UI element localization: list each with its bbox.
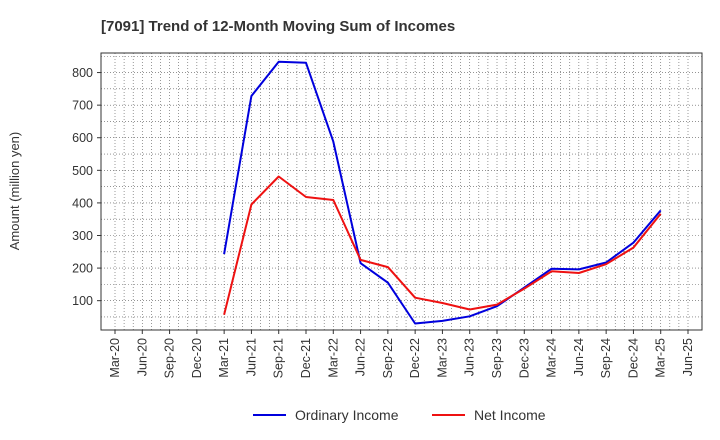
x-tick-label: Jun-24 bbox=[572, 338, 586, 376]
series-line-0 bbox=[223, 60, 662, 325]
x-tick-label: Dec-24 bbox=[626, 338, 640, 378]
x-tick-label: Sep-23 bbox=[490, 338, 504, 378]
y-tick-label: 100 bbox=[72, 294, 93, 308]
x-tick-label: Dec-23 bbox=[517, 338, 531, 378]
x-tick-label: Mar-23 bbox=[435, 338, 449, 378]
series-line-1 bbox=[223, 175, 662, 315]
y-tick-label: 200 bbox=[72, 262, 93, 276]
x-tick-label: Sep-21 bbox=[272, 338, 286, 378]
chart-title: [7091] Trend of 12-Month Moving Sum of I… bbox=[101, 18, 455, 35]
grid bbox=[101, 53, 702, 330]
y-tick-label: 400 bbox=[72, 196, 93, 210]
y-axis-ticks: 100 200 300 400 500 600 700 800 bbox=[72, 66, 101, 308]
x-tick-label: Sep-22 bbox=[381, 338, 395, 378]
x-tick-label: Jun-21 bbox=[244, 338, 258, 376]
y-axis-label: Amount (million yen) bbox=[7, 132, 22, 251]
y-tick-label: 700 bbox=[72, 99, 93, 113]
legend: Ordinary Income Net Income bbox=[253, 407, 546, 423]
x-tick-label: Jun-20 bbox=[135, 338, 149, 376]
y-tick-label: 300 bbox=[72, 229, 93, 243]
x-tick-label: Mar-25 bbox=[654, 338, 668, 378]
x-tick-label: Dec-21 bbox=[299, 338, 313, 378]
legend-label-1: Net Income bbox=[474, 407, 546, 423]
x-tick-label: Jun-23 bbox=[463, 338, 477, 376]
x-tick-label: Mar-22 bbox=[326, 338, 340, 378]
x-tick-label: Mar-21 bbox=[217, 338, 231, 378]
y-tick-label: 500 bbox=[72, 164, 93, 178]
y-tick-label: 600 bbox=[72, 131, 93, 145]
x-tick-label: Jun-25 bbox=[681, 338, 695, 376]
plot-frame bbox=[100, 52, 703, 331]
x-tick-label: Dec-20 bbox=[190, 338, 204, 378]
legend-label-0: Ordinary Income bbox=[295, 407, 399, 423]
x-tick-label: Dec-22 bbox=[408, 338, 422, 378]
series-lines bbox=[223, 60, 662, 325]
x-tick-label: Mar-20 bbox=[108, 338, 122, 378]
x-tick-label: Jun-22 bbox=[354, 338, 368, 376]
x-tick-label: Sep-20 bbox=[163, 338, 177, 378]
x-axis-ticks: Mar-20 Jun-20 Sep-20 Dec-20 Mar-21 Jun-21 Sep-… bbox=[108, 330, 695, 378]
x-tick-label: Mar-24 bbox=[545, 338, 559, 378]
x-tick-label: Sep-24 bbox=[599, 338, 613, 378]
y-tick-label: 800 bbox=[72, 66, 93, 80]
